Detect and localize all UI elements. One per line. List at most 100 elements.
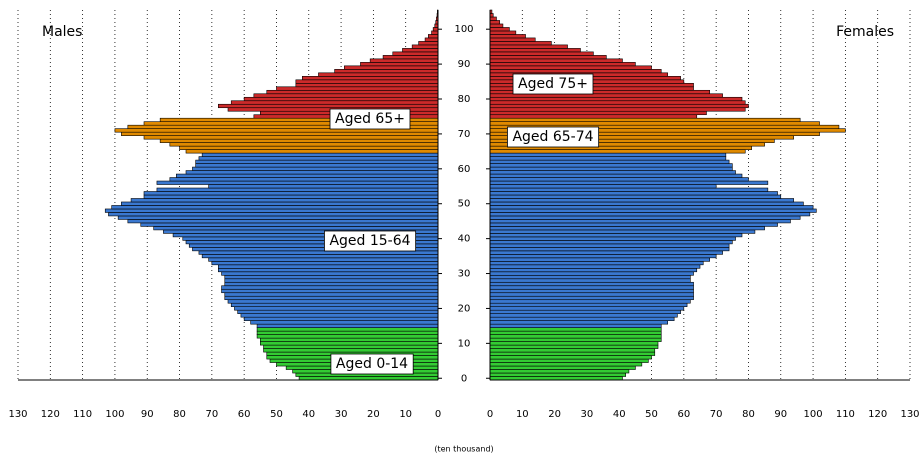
bar	[489, 34, 526, 39]
bar	[489, 250, 723, 255]
bar	[195, 159, 439, 164]
bar	[224, 292, 439, 297]
bar	[489, 149, 746, 154]
bar	[489, 100, 746, 105]
bar	[221, 271, 439, 276]
bar	[489, 285, 694, 290]
x-tick-label: 20	[548, 409, 561, 420]
bar	[489, 257, 710, 262]
bar	[489, 44, 568, 49]
y-tick-label: 80	[458, 94, 471, 105]
bar	[489, 313, 678, 318]
bar	[360, 62, 439, 67]
bar	[195, 163, 439, 168]
bar	[489, 194, 782, 199]
bar	[489, 226, 765, 231]
bar	[489, 20, 500, 25]
bar	[489, 187, 769, 192]
bar	[489, 278, 691, 283]
y-tick-label: 70	[458, 129, 471, 140]
bar	[253, 93, 439, 98]
x-tick-label: 70	[205, 409, 218, 420]
x-tick-label: 0	[435, 409, 441, 420]
bar	[201, 254, 439, 259]
x-tick-label: 60	[238, 409, 251, 420]
bar	[382, 55, 439, 60]
bar	[489, 27, 510, 32]
bar	[318, 72, 439, 77]
bar	[143, 194, 439, 199]
bar	[489, 152, 727, 157]
bar	[224, 281, 439, 287]
bar	[489, 117, 801, 122]
bar	[243, 316, 439, 321]
bar	[418, 41, 439, 46]
axis-label: (ten thousand)	[434, 445, 493, 454]
bar	[263, 348, 439, 353]
bar	[489, 369, 630, 374]
bar	[489, 236, 736, 241]
bar	[489, 30, 517, 35]
bar	[489, 309, 681, 314]
x-tick-label: 100	[105, 409, 124, 420]
bar	[156, 180, 439, 185]
bar	[179, 145, 439, 150]
x-tick-label: 50	[270, 409, 283, 420]
bar	[489, 288, 694, 294]
bar	[489, 163, 733, 168]
bar	[489, 271, 694, 276]
bar	[489, 55, 607, 60]
bar	[224, 274, 439, 280]
bar	[489, 268, 698, 273]
bar	[489, 208, 817, 213]
annotation-box	[329, 108, 411, 130]
bar	[260, 337, 439, 342]
bar	[411, 44, 439, 49]
bar	[489, 103, 749, 109]
bar	[369, 58, 439, 63]
bar	[266, 89, 439, 95]
bar	[489, 316, 675, 321]
bar	[121, 201, 439, 206]
x-tick-label: 30	[581, 409, 594, 420]
bar	[489, 254, 717, 259]
bar	[489, 191, 778, 196]
bar	[256, 323, 439, 328]
bar	[424, 37, 439, 42]
bar	[295, 79, 439, 84]
bar	[130, 198, 439, 203]
bar	[218, 103, 439, 109]
annotation-box	[512, 73, 594, 95]
x-tick-label: 80	[173, 409, 186, 420]
bar	[489, 295, 694, 301]
bar	[334, 69, 439, 74]
annotation: Aged 0-14	[336, 356, 408, 372]
bar	[224, 278, 439, 283]
bar	[431, 30, 439, 35]
bar	[489, 212, 811, 217]
bar	[489, 320, 668, 325]
bar	[489, 240, 733, 245]
bar	[185, 170, 439, 175]
bar	[169, 142, 439, 147]
bar	[489, 170, 736, 175]
bar	[237, 309, 439, 314]
bar	[221, 288, 439, 294]
bar	[176, 173, 439, 178]
bar	[489, 65, 652, 70]
x-tick-label: 40	[613, 409, 626, 420]
bar	[489, 292, 694, 297]
bar	[489, 121, 820, 126]
bar	[260, 341, 439, 346]
bar	[489, 341, 659, 346]
bar	[111, 205, 439, 210]
y-tick-label: 0	[461, 373, 467, 384]
bar	[121, 131, 439, 136]
bar	[221, 285, 439, 290]
x-tick-label: 130	[8, 409, 27, 420]
bar	[104, 208, 439, 213]
bar	[276, 86, 439, 91]
bar	[169, 177, 439, 182]
bar	[192, 166, 439, 171]
x-tick-label: 90	[774, 409, 787, 420]
